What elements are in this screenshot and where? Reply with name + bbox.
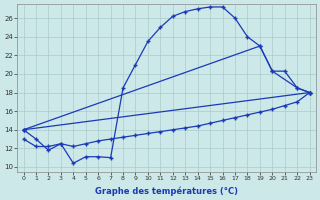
X-axis label: Graphe des températures (°C): Graphe des températures (°C) <box>95 186 238 196</box>
